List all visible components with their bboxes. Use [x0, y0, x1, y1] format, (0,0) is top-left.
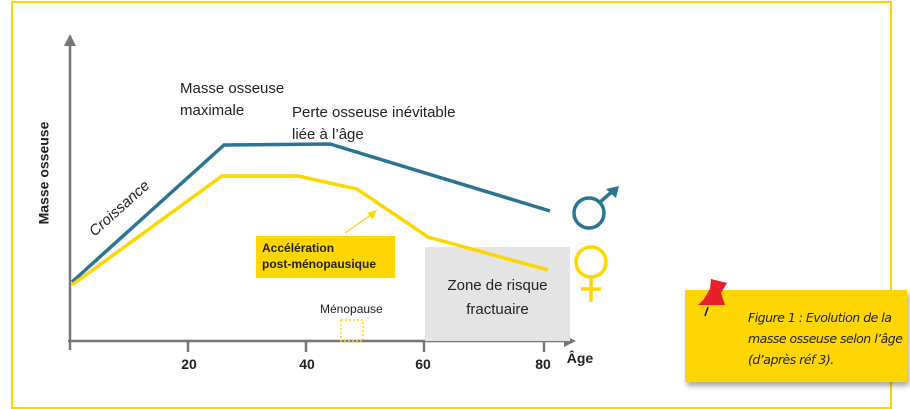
y-axis-label: Masse osseuse: [35, 121, 52, 225]
accel-line2: post-ménopausique: [262, 257, 377, 271]
peak-label: Masse osseuse maximale: [180, 78, 284, 122]
loss-label: Perte osseuse inévitable liée à l’âge: [292, 102, 455, 146]
figure-caption: Figure 1 : Evolution de la masse osseuse…: [748, 310, 903, 367]
zone-line2: fractuaire: [466, 301, 529, 318]
loss-line2: liée à l’âge: [292, 126, 364, 143]
y-axis-arrow: [64, 34, 76, 46]
fracture-risk-zone: Zone de risque fractuaire: [425, 247, 570, 341]
x-axis-label: Âge: [566, 350, 594, 366]
accel-line1: Accélération: [262, 241, 335, 255]
axes: [64, 34, 576, 352]
male-symbol-icon: [572, 186, 619, 230]
peak-line1: Masse osseuse: [180, 80, 285, 97]
post-menopause-label: Accélération post-ménopausique: [256, 236, 395, 278]
x-tick-label: 40: [299, 356, 315, 372]
x-tick-label: 20: [181, 356, 197, 372]
female-curve: [70, 174, 549, 287]
x-tick-label: 60: [415, 356, 431, 372]
figure-caption-callout: Figure 1 : Evolution de la masse osseuse…: [685, 279, 907, 382]
accel-arrowhead: [367, 210, 377, 219]
peak-line2: maximale: [180, 102, 245, 119]
male-curve: [70, 142, 551, 284]
x-tick-label: 80: [535, 356, 551, 372]
menopause-label: Ménopause: [320, 302, 383, 316]
female-symbol-icon: [574, 245, 608, 302]
pushpin-icon: [698, 279, 727, 317]
accel-arrow: [344, 213, 373, 234]
zone-line1: Zone de risque: [447, 277, 548, 294]
loss-line1: Perte osseuse inévitable: [292, 104, 456, 121]
menopause-marker: [340, 319, 364, 342]
figure-frame: [11, 1, 892, 409]
